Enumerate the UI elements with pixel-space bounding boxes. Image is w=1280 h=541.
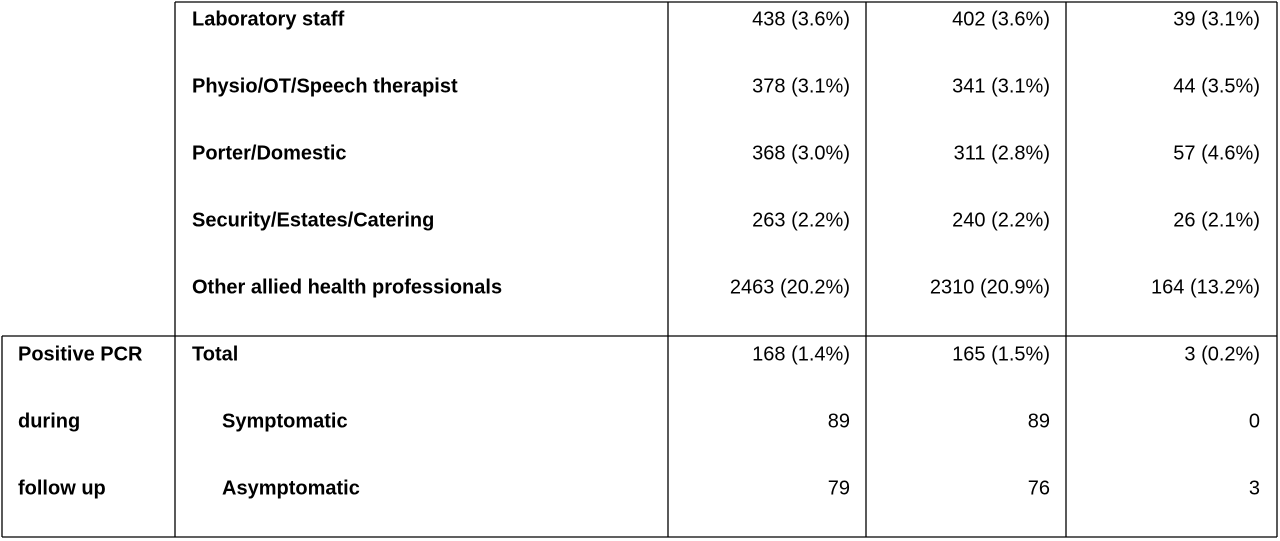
cell-value: 89 [1028,410,1050,432]
row-label: Laboratory staff [192,8,345,30]
cell-value: 89 [828,410,850,432]
cell-value: 164 (13.2%) [1151,276,1260,298]
row-label: Symptomatic [222,410,348,432]
cell-value: 368 (3.0%) [752,142,850,164]
row-label: Security/Estates/Catering [192,209,434,231]
cell-value: 341 (3.1%) [952,75,1050,97]
row-label: Total [192,343,238,365]
cell-value: 438 (3.6%) [752,8,850,30]
group-label: follow up [18,477,106,499]
row-label: Asymptomatic [222,477,360,499]
cell-value: 263 (2.2%) [752,209,850,231]
cell-value: 168 (1.4%) [752,343,850,365]
cell-value: 165 (1.5%) [952,343,1050,365]
cell-value: 39 (3.1%) [1173,8,1260,30]
row-label: Other allied health professionals [192,276,502,298]
group-label: Positive PCR [18,343,143,365]
cell-value: 2463 (20.2%) [730,276,850,298]
group-label: during [18,410,80,432]
row-label: Porter/Domestic [192,142,347,164]
row-label: Physio/OT/Speech therapist [192,75,458,97]
cell-value: 44 (3.5%) [1173,75,1260,97]
cell-value: 2310 (20.9%) [930,276,1050,298]
cell-value: 26 (2.1%) [1173,209,1260,231]
cell-value: 3 (0.2%) [1184,343,1260,365]
cell-value: 402 (3.6%) [952,8,1050,30]
cell-value: 240 (2.2%) [952,209,1050,231]
cell-value: 76 [1028,477,1050,499]
cell-value: 57 (4.6%) [1173,142,1260,164]
cell-value: 378 (3.1%) [752,75,850,97]
cell-value: 311 (2.8%) [954,142,1050,164]
cell-value: 0 [1249,410,1260,432]
cell-value: 79 [828,477,850,499]
cell-value: 3 [1249,477,1260,499]
